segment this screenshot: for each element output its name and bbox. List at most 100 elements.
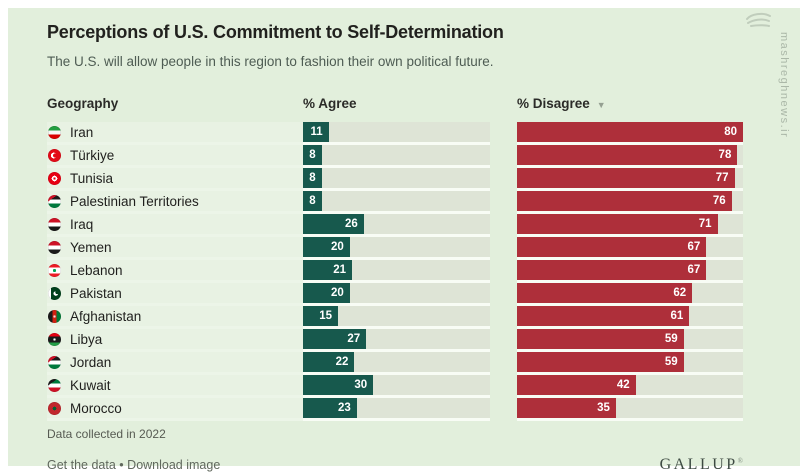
disagree-value: 80 xyxy=(724,126,737,138)
agree-bar: 8 xyxy=(303,191,322,211)
disagree-value: 77 xyxy=(715,172,729,184)
agree-bar: 20 xyxy=(303,283,350,303)
agree-bar: 8 xyxy=(303,145,322,165)
disagree-value: 59 xyxy=(664,333,678,345)
table-row: Türkiye 8 78 xyxy=(47,145,800,165)
palestinian-territories-flag-icon xyxy=(48,194,61,208)
table-row: Iran 11 80 xyxy=(47,122,800,142)
agree-value: 26 xyxy=(344,218,358,230)
agree-bar: 21 xyxy=(303,260,353,280)
country-label: Morocco xyxy=(70,400,122,416)
column-gap xyxy=(490,283,517,303)
geography-cell: Tunisia xyxy=(47,168,303,188)
agree-bar-track: 15 xyxy=(303,306,490,326)
agree-bar-track: 8 xyxy=(303,191,490,211)
get-the-data-link[interactable]: Get the data xyxy=(47,458,116,472)
table-row: Yemen 20 67 xyxy=(47,237,800,257)
geography-cell: Palestinian Territories xyxy=(47,191,303,211)
kuwait-flag-icon xyxy=(48,378,61,392)
jordan-flag-icon xyxy=(48,355,61,369)
disagree-value: 78 xyxy=(718,149,732,161)
table-row: Palestinian Territories 8 76 xyxy=(47,191,800,211)
disagree-bar-track: 59 xyxy=(517,329,743,349)
disagree-bar: 62 xyxy=(517,283,693,303)
header-geography-label: Geography xyxy=(47,96,119,111)
registered-mark: ® xyxy=(737,456,743,465)
libya-flag-icon xyxy=(48,332,61,346)
agree-bar-track: 27 xyxy=(303,329,490,349)
country-label: Kuwait xyxy=(70,377,111,393)
country-label: Türkiye xyxy=(70,147,115,163)
table-row: Libya 27 59 xyxy=(47,329,800,349)
disagree-bar: 59 xyxy=(517,352,684,372)
agree-bar-track: 30 xyxy=(303,375,490,395)
disagree-bar-track: 67 xyxy=(517,237,743,257)
geography-cell: Türkiye xyxy=(47,145,303,165)
disagree-value: 42 xyxy=(616,379,630,391)
country-label: Tunisia xyxy=(70,170,114,186)
agree-bar-track: 20 xyxy=(303,237,490,257)
disagree-bar: 71 xyxy=(517,214,718,234)
disagree-bar-track: 61 xyxy=(517,306,743,326)
column-gap xyxy=(490,168,517,188)
table-row: Kuwait 30 42 xyxy=(47,375,800,395)
country-label: Libya xyxy=(70,331,103,347)
column-gap xyxy=(490,237,517,257)
agree-value: 20 xyxy=(330,241,344,253)
agree-bar: 8 xyxy=(303,168,322,188)
sort-descending-icon[interactable]: ▼ xyxy=(596,99,606,110)
agree-value: 8 xyxy=(309,172,316,184)
table-row: Afghanistan 15 61 xyxy=(47,306,800,326)
geography-cell: Iran xyxy=(47,122,303,142)
agree-value: 15 xyxy=(319,310,333,322)
geography-cell: Libya xyxy=(47,329,303,349)
agree-bar: 30 xyxy=(303,375,374,395)
iraq-flag-icon xyxy=(48,217,61,231)
geography-cell: Pakistan xyxy=(47,283,303,303)
disagree-value: 35 xyxy=(597,402,610,414)
column-gap xyxy=(490,352,517,372)
disagree-value: 67 xyxy=(687,264,701,276)
agree-value: 20 xyxy=(330,287,344,299)
disagree-bar-track: 76 xyxy=(517,191,743,211)
footer-links: Get the data • Download image xyxy=(47,458,220,472)
table-row: Pakistan 20 62 xyxy=(47,283,800,303)
agree-bar-track: 20 xyxy=(303,283,490,303)
table-header-row: Geography % Agree % Disagree ▼ xyxy=(47,96,800,111)
disagree-value: 67 xyxy=(687,241,701,253)
agree-bar: 27 xyxy=(303,329,367,349)
agree-value: 30 xyxy=(354,379,368,391)
agree-value: 23 xyxy=(337,402,351,414)
disagree-bar: 61 xyxy=(517,306,690,326)
agree-bar-track: 22 xyxy=(303,352,490,372)
iran-flag-icon xyxy=(48,125,61,139)
watermark-text: mashreghnews.ir xyxy=(778,32,790,139)
country-label: Iraq xyxy=(70,216,94,232)
gallup-logo-text: GALLUP xyxy=(659,456,738,473)
agree-bar-track: 11 xyxy=(303,122,490,142)
disagree-bar: 59 xyxy=(517,329,684,349)
download-image-link[interactable]: Download image xyxy=(127,458,221,472)
column-gap xyxy=(490,375,517,395)
agree-bar-track: 21 xyxy=(303,260,490,280)
turkiye-flag-icon xyxy=(48,148,61,162)
geography-cell: Afghanistan xyxy=(47,306,303,326)
disagree-bar: 42 xyxy=(517,375,636,395)
column-gap xyxy=(490,214,517,234)
agree-value: 8 xyxy=(309,195,316,207)
gallup-logo: GALLUP® xyxy=(660,456,743,474)
disagree-value: 76 xyxy=(712,195,726,207)
disagree-bar-track: 59 xyxy=(517,352,743,372)
geography-cell: Kuwait xyxy=(47,375,303,395)
disagree-value: 59 xyxy=(664,356,678,368)
disagree-value: 61 xyxy=(670,310,684,322)
geography-cell: Iraq xyxy=(47,214,303,234)
agree-value: 22 xyxy=(335,356,349,368)
page-title: Perceptions of U.S. Commitment to Self-D… xyxy=(47,22,504,42)
disagree-bar: 76 xyxy=(517,191,732,211)
header-disagree[interactable]: % Disagree ▼ xyxy=(517,96,743,111)
chart-card: Perceptions of U.S. Commitment to Self-D… xyxy=(8,8,800,473)
geography-cell: Jordan xyxy=(47,352,303,372)
data-note: Data collected in 2022 xyxy=(47,427,166,441)
disagree-bar: 80 xyxy=(517,122,743,142)
